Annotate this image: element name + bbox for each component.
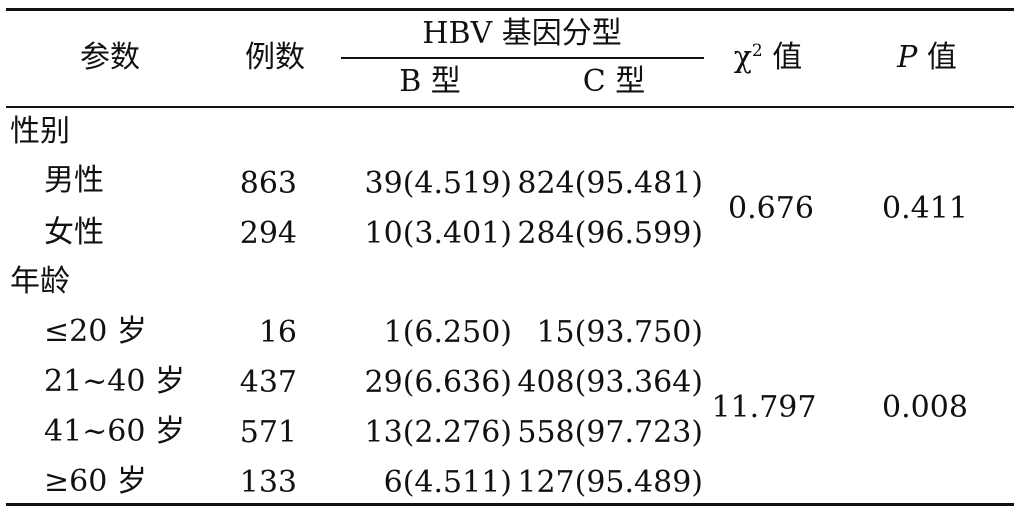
row-type-c: 408(93.364) xyxy=(517,365,703,400)
row-type-c: 127(95.489) xyxy=(517,465,703,500)
chi-suffix: 值 xyxy=(772,40,803,75)
chi-symbol: χ xyxy=(733,40,752,75)
p-suffix: 值 xyxy=(926,40,957,75)
group-underline xyxy=(341,57,704,59)
row-type-c: 824(95.481) xyxy=(517,166,703,201)
chi-superscript: 2 xyxy=(751,41,763,61)
header-count: 例数 xyxy=(245,40,305,75)
section-label-sex: 性别 xyxy=(10,114,70,149)
row-count: 437 xyxy=(239,365,297,400)
header-genotype-group: HBV 基因分型 xyxy=(422,16,622,51)
row-type-b: 13(2.276) xyxy=(364,415,512,450)
row-type-b: 29(6.636) xyxy=(364,365,512,400)
row-count: 133 xyxy=(239,465,297,500)
top-rule xyxy=(6,8,1014,11)
row-label: ≤20 岁 xyxy=(44,314,147,349)
row-label: 21~40 岁 xyxy=(44,364,186,399)
row-count: 863 xyxy=(239,166,297,201)
row-type-b: 10(3.401) xyxy=(364,216,512,251)
header-type-c: C 型 xyxy=(582,64,646,99)
row-type-c: 284(96.599) xyxy=(517,216,703,251)
header-chi-square: χ2 值 xyxy=(734,38,803,78)
section-label-age: 年龄 xyxy=(10,264,70,299)
row-label: ≥60 岁 xyxy=(44,464,147,499)
row-count: 16 xyxy=(258,315,297,350)
row-type-c: 15(93.750) xyxy=(536,315,703,350)
row-count: 571 xyxy=(239,415,297,450)
row-label: 男性 xyxy=(44,163,104,198)
row-type-b: 39(4.519) xyxy=(364,166,512,201)
header-param: 参数 xyxy=(80,40,140,75)
header-rule xyxy=(6,106,1014,108)
header-type-b: B 型 xyxy=(399,64,461,99)
bottom-rule xyxy=(6,503,1014,506)
chi-square-value: 11.797 xyxy=(711,390,817,425)
p-value: 0.008 xyxy=(882,390,968,425)
row-label: 41~60 岁 xyxy=(44,414,186,449)
row-count: 294 xyxy=(239,216,297,251)
chi-square-value: 0.676 xyxy=(728,191,814,226)
row-type-c: 558(97.723) xyxy=(517,415,703,450)
row-type-b: 6(4.511) xyxy=(383,465,512,500)
header-p-value: P 值 xyxy=(897,38,957,78)
row-type-b: 1(6.250) xyxy=(383,315,512,350)
row-label: 女性 xyxy=(44,215,104,250)
p-symbol: P xyxy=(897,40,918,75)
p-value: 0.411 xyxy=(882,191,968,226)
